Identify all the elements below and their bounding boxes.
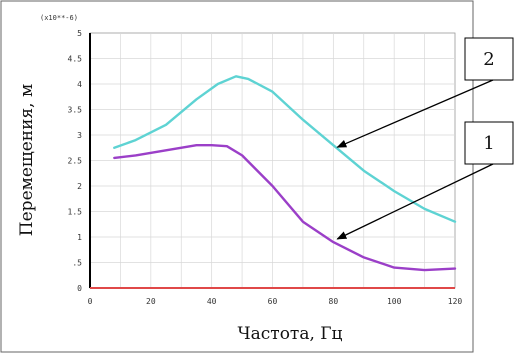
callout-label-1: 1 bbox=[483, 133, 494, 154]
y-tick-label: 2.5 bbox=[68, 157, 83, 166]
callout-label-2: 2 bbox=[483, 49, 494, 70]
x-tick-label: 60 bbox=[268, 297, 278, 306]
y-tick-label: 4 bbox=[77, 80, 82, 89]
y-tick-label: 1.5 bbox=[68, 208, 83, 217]
y-tick-label: 5 bbox=[77, 29, 82, 38]
x-tick-label: 80 bbox=[329, 297, 339, 306]
y-multiplier-label: (x10**-6) bbox=[40, 14, 78, 22]
y-tick-label: 2 bbox=[77, 182, 82, 191]
series-line-2 bbox=[113, 75, 457, 223]
x-tick-label: 100 bbox=[387, 297, 402, 306]
y-tick-label: 0 bbox=[77, 284, 82, 293]
x-tick-label: 20 bbox=[146, 297, 156, 306]
x-axis-label: Частота, Гц bbox=[238, 324, 343, 344]
y-tick-label: 3 bbox=[77, 131, 82, 140]
gridlines bbox=[90, 33, 455, 288]
y-tick-label: 1 bbox=[77, 233, 82, 242]
series-lines bbox=[113, 75, 457, 272]
y-tick-label: 4.5 bbox=[68, 55, 83, 64]
x-tick-label: 120 bbox=[448, 297, 463, 306]
y-tick-labels: 0 .5 1 1.5 2 2.5 3 3.5 4 4.5 5 bbox=[68, 29, 83, 293]
y-axis-label: Перемещения, м bbox=[17, 84, 37, 236]
callout-box-1 bbox=[464, 121, 514, 165]
x-tick-label: 0 bbox=[88, 297, 93, 306]
y-tick-label: 3.5 bbox=[68, 106, 83, 115]
callout-arrow-2 bbox=[336, 79, 494, 148]
x-tick-label: 40 bbox=[207, 297, 217, 306]
x-tick-labels: 0 20 40 60 80 100 120 bbox=[88, 297, 463, 306]
callout-arrow-1 bbox=[336, 163, 494, 240]
callouts: 21 bbox=[336, 37, 514, 240]
callout-box-2 bbox=[464, 37, 514, 81]
series-line-1 bbox=[113, 143, 457, 272]
y-tick-label: .5 bbox=[72, 259, 82, 268]
